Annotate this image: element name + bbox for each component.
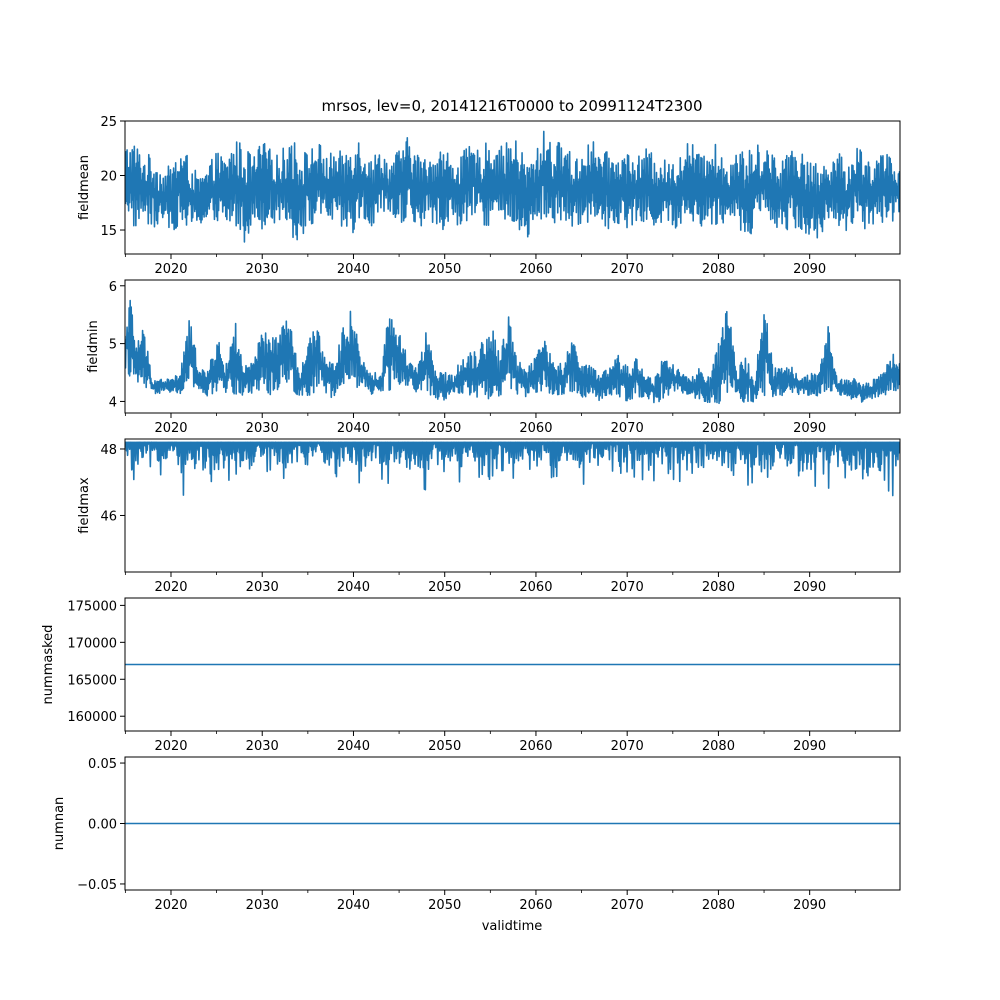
x-tick-label: 2030 — [246, 580, 279, 595]
y-tick-label: 20 — [100, 170, 117, 185]
x-tick-label: 2080 — [702, 898, 735, 913]
axes-frame — [124, 438, 901, 573]
x-tick-label: 2050 — [428, 580, 461, 595]
x-tick-label: 2060 — [519, 739, 552, 754]
x-tick-label: 2050 — [428, 898, 461, 913]
y-tick-label: −0.05 — [77, 878, 117, 893]
x-tick-label: 2070 — [611, 580, 644, 595]
y-tick-label: 25 — [100, 115, 117, 130]
chart-title: mrsos, lev=0, 20141216T0000 to 20991124T… — [321, 97, 702, 115]
x-tick-label: 2020 — [154, 898, 187, 913]
x-tick-label: 2020 — [154, 262, 187, 277]
y-tick-label: 5 — [109, 338, 117, 353]
y-tick-label: 46 — [100, 509, 117, 524]
x-tick-label: 2090 — [793, 739, 826, 754]
x-tick-label: 2030 — [246, 898, 279, 913]
panel-numnan: 2020 2030 2040 2050 2060 2070 2080 2090 −0.05 0.0… — [52, 756, 901, 913]
axes-frame — [124, 279, 901, 414]
x-tick-label: 2020 — [154, 421, 187, 436]
x-tick-label: 2060 — [519, 898, 552, 913]
y-tick-label: 0.00 — [88, 818, 117, 833]
panel-nummasked: 2020 2030 2040 2050 2060 2070 2080 2090 160000 16… — [41, 597, 901, 754]
y-tick-label: 4 — [109, 395, 117, 410]
y-axis-label: fieldmean — [77, 155, 92, 220]
axes-frame — [124, 597, 901, 732]
panel-fieldmin: 2020 2030 2040 2050 2060 2070 2080 2090 4 5 6 field… — [86, 279, 901, 436]
x-tick-label: 2040 — [337, 898, 370, 913]
series-line-fieldmean — [125, 130, 900, 243]
x-tick-label: 2070 — [611, 739, 644, 754]
x-tick-label: 2020 — [154, 739, 187, 754]
panel-fieldmax: 2020 2030 2040 2050 2060 2070 2080 2090 46 48 fiel… — [77, 438, 901, 595]
x-tick-label: 2060 — [519, 580, 552, 595]
x-tick-label: 2030 — [246, 739, 279, 754]
y-tick-label: 6 — [109, 280, 117, 295]
y-tick-label: 0.05 — [88, 757, 117, 772]
x-tick-label: 2080 — [702, 739, 735, 754]
x-tick-label: 2070 — [611, 421, 644, 436]
y-tick-label: 15 — [100, 224, 117, 239]
x-tick-label: 2040 — [337, 421, 370, 436]
x-tick-label: 2080 — [702, 421, 735, 436]
series-line-fieldmax — [125, 441, 900, 497]
y-tick-label: 165000 — [67, 673, 117, 688]
series-line-fieldmin — [125, 299, 900, 405]
x-tick-label: 2090 — [793, 580, 826, 595]
x-tick-label: 2060 — [519, 421, 552, 436]
y-tick-label: 160000 — [67, 710, 117, 725]
y-axis-label: fieldmax — [77, 477, 92, 534]
x-tick-label: 2030 — [246, 421, 279, 436]
y-tick-label: 48 — [100, 443, 117, 458]
x-tick-label: 2020 — [154, 580, 187, 595]
x-tick-label: 2090 — [793, 421, 826, 436]
x-tick-label: 2070 — [611, 898, 644, 913]
x-tick-label: 2040 — [337, 580, 370, 595]
x-tick-label: 2080 — [702, 580, 735, 595]
x-tick-label: 2040 — [337, 262, 370, 277]
x-tick-label: 2060 — [519, 262, 552, 277]
y-tick-label: 175000 — [67, 599, 117, 614]
x-tick-label: 2080 — [702, 262, 735, 277]
x-axis-label: validtime — [482, 919, 543, 934]
y-axis-label: nummasked — [41, 625, 56, 705]
x-tick-label: 2090 — [793, 898, 826, 913]
x-tick-label: 2040 — [337, 739, 370, 754]
panels: 2020 2030 2040 2050 2060 2070 2080 2090 15 20 25 fi… — [41, 115, 901, 913]
panel-fieldmean: 2020 2030 2040 2050 2060 2070 2080 2090 15 20 25 fi… — [77, 115, 901, 277]
x-tick-label: 2050 — [428, 421, 461, 436]
x-tick-label: 2090 — [793, 262, 826, 277]
x-tick-label: 2030 — [246, 262, 279, 277]
x-tick-label: 2070 — [611, 262, 644, 277]
x-tick-label: 2050 — [428, 739, 461, 754]
y-tick-label: 170000 — [67, 636, 117, 651]
y-axis-label: numnan — [52, 797, 67, 851]
axes-frame — [124, 120, 901, 255]
x-tick-label: 2050 — [428, 262, 461, 277]
y-axis-label: fieldmin — [86, 320, 101, 373]
